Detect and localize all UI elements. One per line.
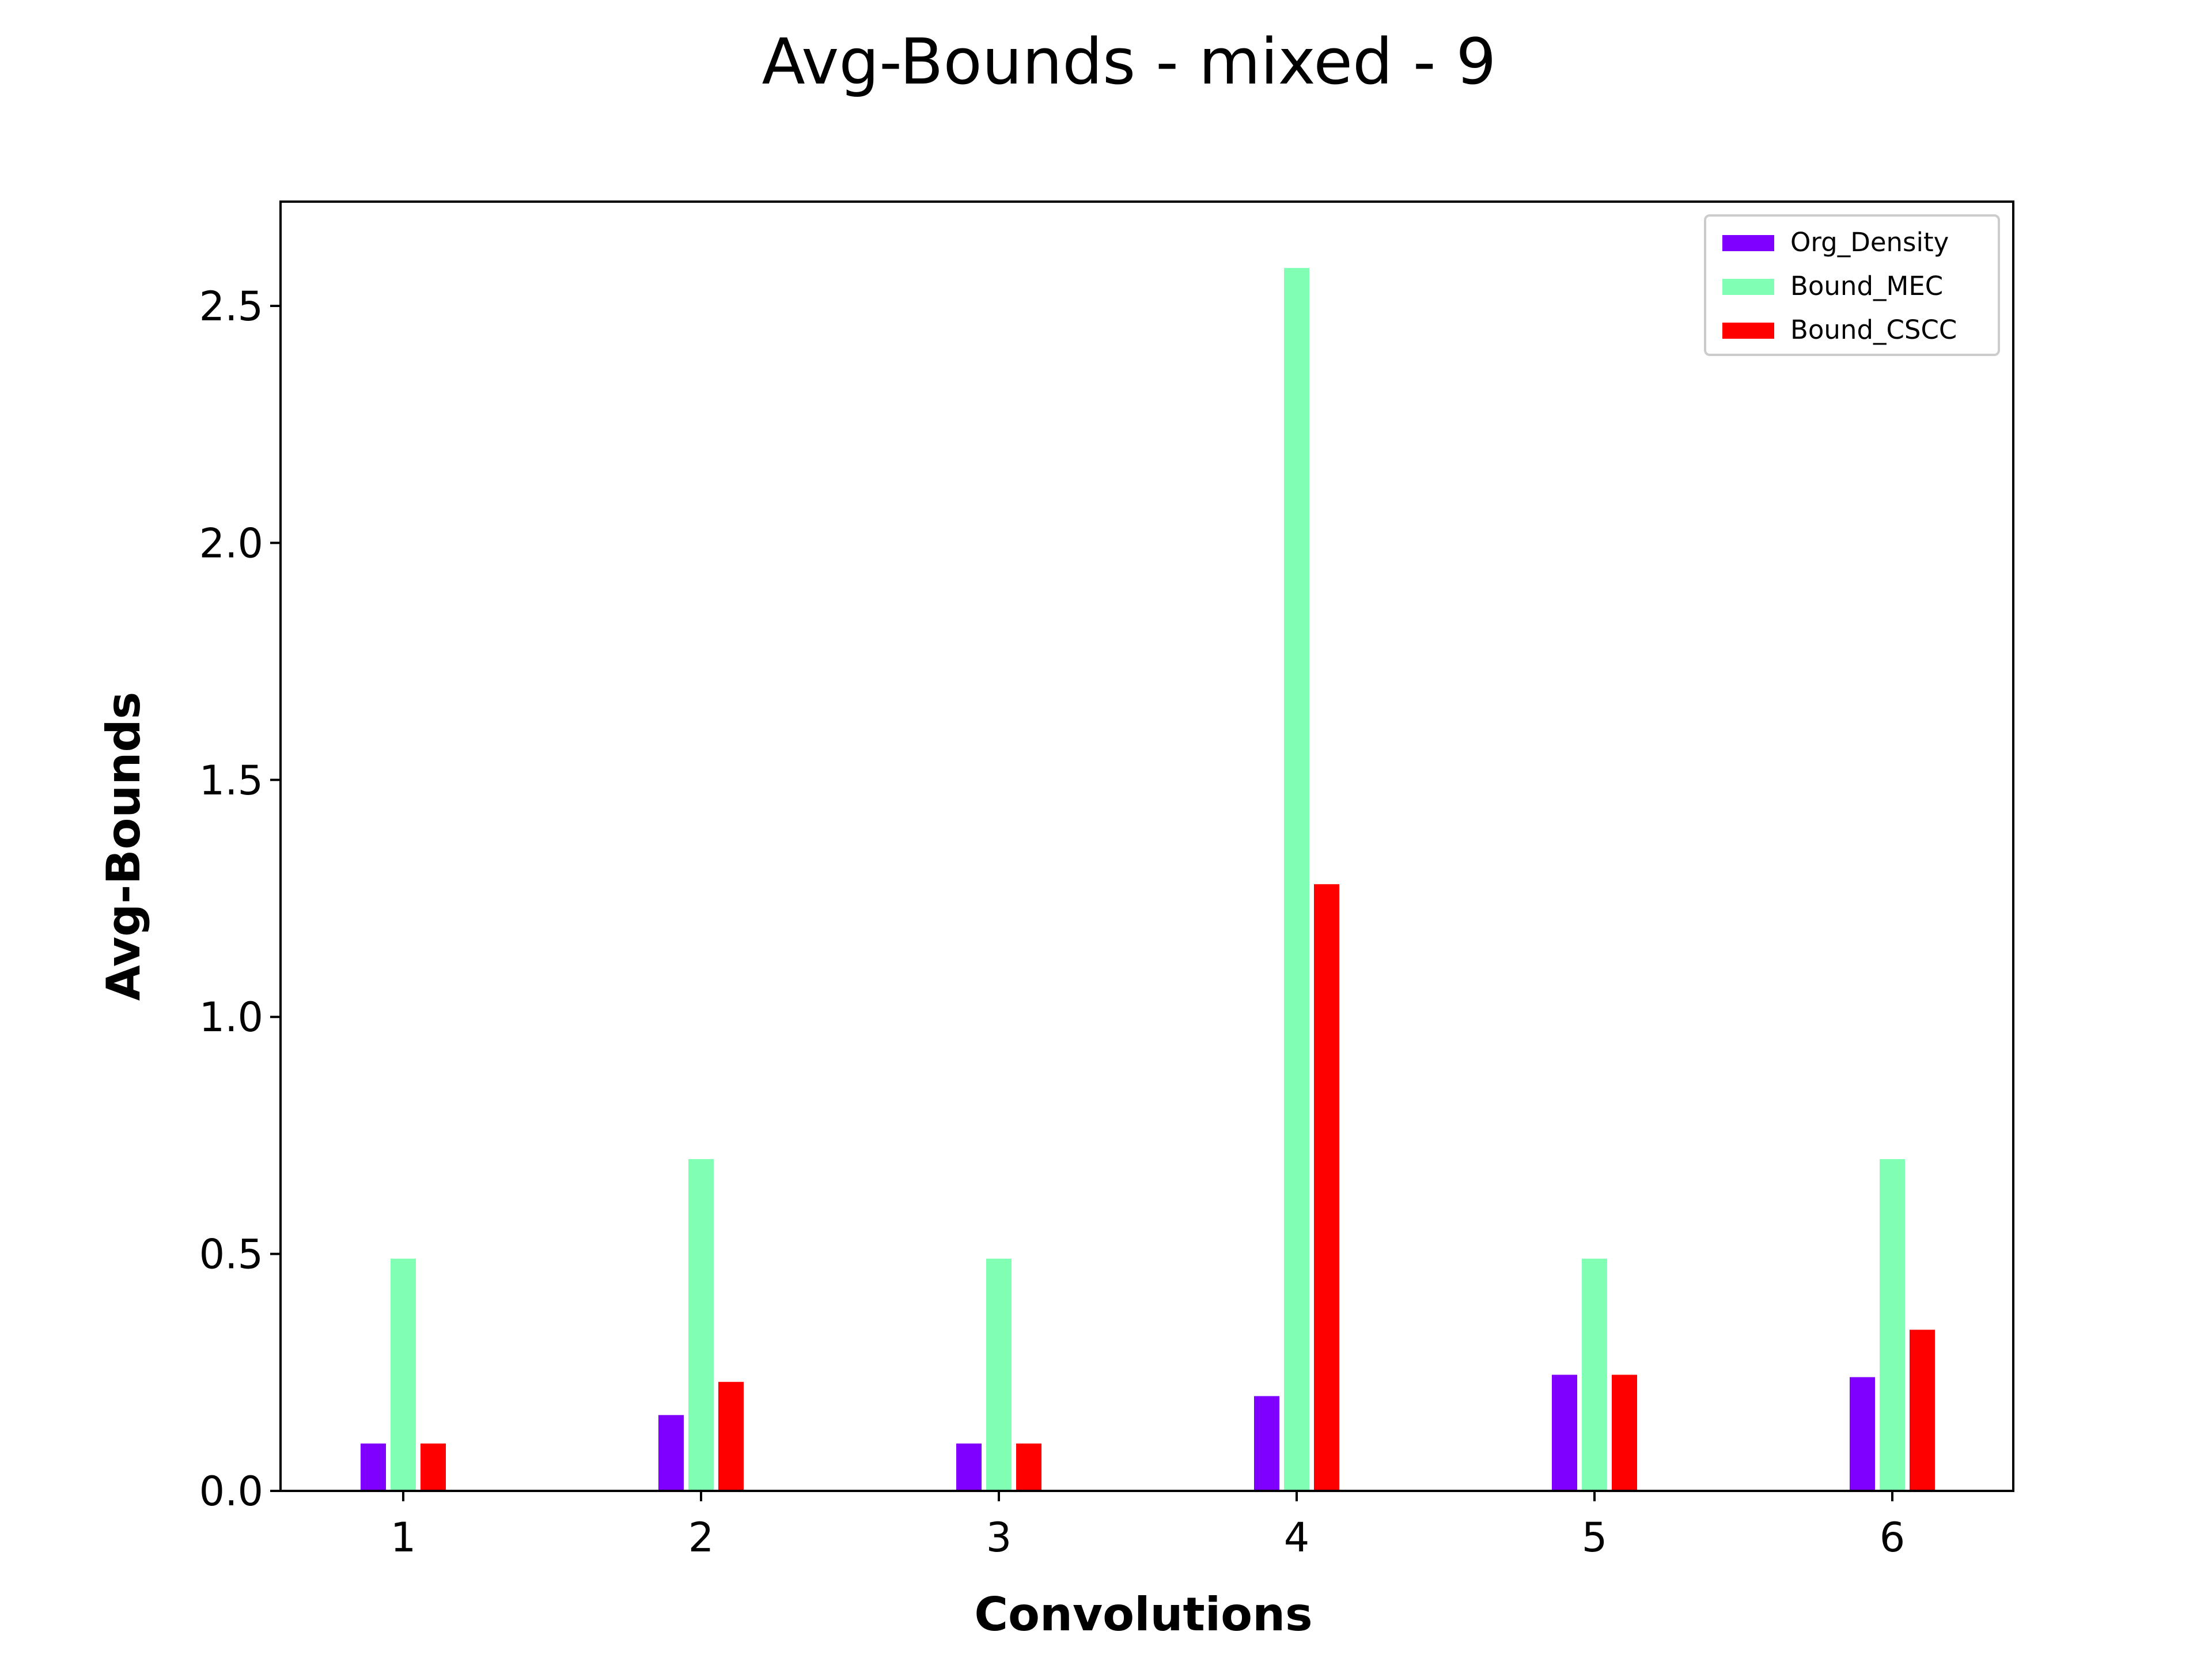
- chart-title: Avg-Bounds - mixed - 9: [762, 25, 1497, 99]
- x-tick-label: 6: [1880, 1514, 1906, 1561]
- bar-bound-cscc-2: [718, 1381, 744, 1491]
- plot-frame: [279, 200, 2014, 1492]
- legend-label-org-density: Org_Density: [1790, 227, 1949, 258]
- y-tick-label: 2.5: [199, 283, 263, 330]
- bar-bound-mec-6: [1880, 1159, 1905, 1491]
- bar-bound-cscc-3: [1016, 1443, 1041, 1491]
- legend-swatch-org-density: [1722, 235, 1774, 251]
- y-tick-label: 1.0: [199, 994, 263, 1041]
- bar-org-density-2: [658, 1415, 684, 1491]
- bar-org-density-4: [1254, 1396, 1279, 1491]
- y-tick-label: 0.0: [199, 1468, 263, 1515]
- bar-org-density-1: [361, 1443, 386, 1491]
- bar-bound-mec-3: [986, 1258, 1012, 1491]
- x-tick-label: 1: [391, 1514, 416, 1561]
- y-tick-label: 2.0: [199, 520, 263, 567]
- bar-bound-cscc-5: [1612, 1375, 1637, 1491]
- bar-bound-mec-2: [688, 1159, 714, 1491]
- y-tick-label: 0.5: [199, 1231, 263, 1278]
- x-axis-label: Convolutions: [974, 1588, 1312, 1641]
- plot-area: 0.0 0.5 1.0 1.5 2.0 2.5 1 2 3 4 5 6: [199, 268, 1935, 1561]
- legend-box: [1704, 214, 2000, 356]
- bar-org-density-6: [1850, 1377, 1875, 1491]
- bar-bound-cscc-6: [1910, 1330, 1935, 1491]
- legend: Org_Density Bound_MEC Bound_CSCC: [1704, 214, 2000, 356]
- y-tick-label: 1.5: [199, 757, 263, 804]
- legend-label-bound-mec: Bound_MEC: [1790, 271, 1943, 301]
- legend-swatch-bound-cscc: [1722, 323, 1774, 339]
- x-tick-label: 4: [1284, 1514, 1310, 1561]
- bar-bound-cscc-1: [421, 1443, 446, 1491]
- x-tick-label: 3: [986, 1514, 1012, 1561]
- legend-label-bound-cscc: Bound_CSCC: [1790, 315, 1957, 345]
- x-tick-label: 5: [1582, 1514, 1608, 1561]
- x-tick-label: 2: [688, 1514, 714, 1561]
- legend-swatch-bound-mec: [1722, 279, 1774, 295]
- bar-bound-mec-4: [1284, 268, 1309, 1491]
- bar-org-density-3: [956, 1443, 982, 1491]
- bar-bound-mec-1: [391, 1258, 416, 1491]
- y-axis-label: Avg-Bounds: [97, 692, 150, 1001]
- bar-bound-cscc-4: [1314, 884, 1339, 1491]
- bar-bound-mec-5: [1582, 1258, 1607, 1491]
- bar-org-density-5: [1552, 1375, 1577, 1491]
